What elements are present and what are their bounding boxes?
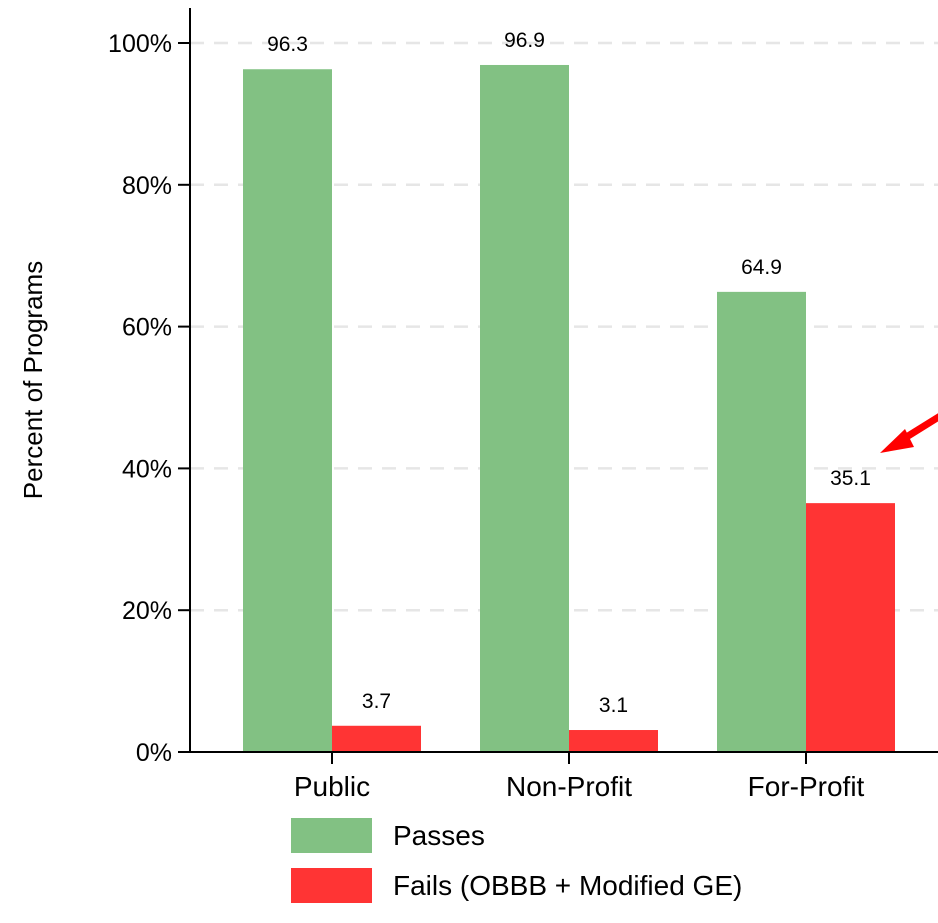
y-tick-label: 0% [136, 739, 172, 767]
x-tick-label: For-Profit [748, 771, 865, 802]
axes [189, 8, 938, 753]
x-tick-labels: Public Non-Profit For-Profit [294, 752, 865, 802]
data-label: 3.7 [362, 690, 391, 713]
bar-passes-non-profit [480, 64, 569, 752]
y-tick-label: 60% [122, 314, 172, 342]
bar-fails-for-profit [806, 503, 895, 752]
legend-swatch-passes [291, 818, 372, 853]
legend: Passes Fails (OBBB + Modified GE) [291, 818, 742, 903]
y-tick-label: 40% [122, 455, 172, 483]
data-label: 64.9 [741, 256, 782, 279]
legend-label: Fails (OBBB + Modified GE) [393, 870, 742, 901]
y-tick-label: 80% [122, 172, 172, 200]
x-tick-label: Public [294, 771, 370, 802]
bar-fails-non-profit [569, 730, 658, 752]
data-label: 96.3 [267, 33, 308, 56]
arrow-head [880, 429, 914, 453]
y-axis-label: Percent of Programs [18, 261, 48, 499]
bar-passes-for-profit [717, 291, 806, 752]
data-labels: 96.3 3.7 96.9 3.1 64.9 35.1 [267, 29, 871, 717]
y-ticks: 0% 20% 40% 60% 80% 100% [108, 30, 190, 767]
bar-fails-public [332, 725, 421, 752]
data-label: 35.1 [830, 467, 871, 490]
annotation-arrow [880, 413, 938, 453]
legend-swatch-fails [291, 868, 372, 903]
bar-passes-public [243, 69, 332, 752]
legend-label: Passes [393, 820, 485, 851]
data-label: 96.9 [504, 29, 545, 52]
data-label: 3.1 [599, 694, 628, 717]
bars [243, 64, 895, 752]
y-tick-label: 100% [108, 30, 172, 58]
x-tick-label: Non-Profit [506, 771, 632, 802]
y-tick-label: 20% [122, 597, 172, 625]
